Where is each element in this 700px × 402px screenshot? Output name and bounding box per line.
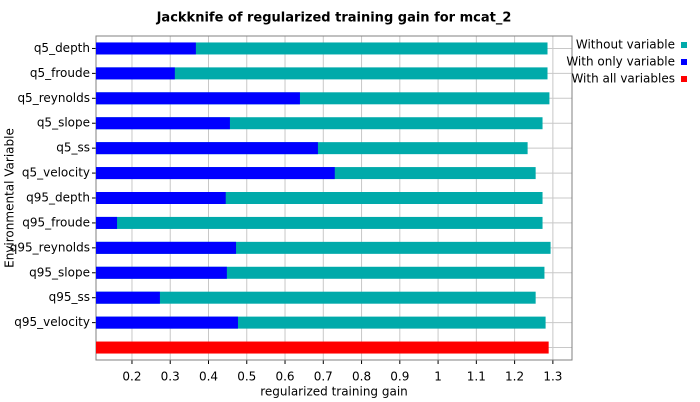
bar	[96, 241, 237, 254]
y-tick-label: q95_velocity	[14, 315, 90, 329]
bar	[96, 142, 318, 155]
bar	[96, 42, 196, 55]
y-tick-label: q5_velocity	[22, 166, 90, 180]
x-axis-label: regularized training gain	[260, 385, 408, 399]
x-tick-label: 0.8	[352, 370, 371, 384]
y-tick-label: q95_froude	[22, 215, 90, 229]
x-tick-label: 1.3	[543, 370, 562, 384]
bar	[96, 92, 300, 105]
bar	[96, 67, 175, 80]
y-tick-label: q95_slope	[29, 265, 90, 279]
y-tick-label: q95_depth	[26, 191, 90, 205]
bar	[96, 341, 549, 354]
x-tick-label: 1.2	[505, 370, 524, 384]
y-tick-label: q5_ss	[56, 141, 90, 155]
x-tick-label: 0.3	[161, 370, 180, 384]
x-tick-label: 0.9	[390, 370, 409, 384]
y-tick-label: q5_depth	[34, 41, 90, 55]
legend-swatch	[681, 59, 687, 65]
bar	[96, 266, 227, 279]
legend-label: Without variable	[576, 38, 675, 52]
bar	[96, 216, 543, 229]
x-tick-label: 0.6	[275, 370, 294, 384]
legend-swatch	[681, 42, 687, 48]
bar	[96, 42, 548, 55]
x-tick-label: 1.1	[467, 370, 486, 384]
x-tick-label: 0.2	[122, 370, 141, 384]
legend-label: With only variable	[566, 55, 675, 69]
x-tick-label: 0.7	[314, 370, 333, 384]
bar	[96, 117, 230, 130]
bar	[96, 291, 160, 304]
legend-label: With all variables	[571, 72, 675, 86]
chart-title: Jackknife of regularized training gain f…	[156, 11, 512, 26]
y-tick-label: q5_froude	[30, 66, 90, 80]
x-tick-label: 0.5	[237, 370, 256, 384]
x-tick-label: 0.4	[199, 370, 218, 384]
bar	[96, 316, 238, 329]
bar	[96, 291, 536, 304]
legend-swatch	[681, 76, 687, 82]
x-tick-label: 1	[434, 370, 442, 384]
y-axis-label: Environmental Variable	[3, 128, 17, 268]
bar	[96, 192, 226, 204]
y-tick-label: q95_ss	[49, 290, 90, 304]
bar	[96, 216, 118, 229]
y-tick-label: q5_reynolds	[17, 91, 90, 105]
y-tick-label: q95_reynolds	[10, 240, 90, 254]
bar	[96, 167, 335, 180]
y-tick-label: q5_slope	[37, 116, 90, 130]
bar	[96, 67, 548, 80]
